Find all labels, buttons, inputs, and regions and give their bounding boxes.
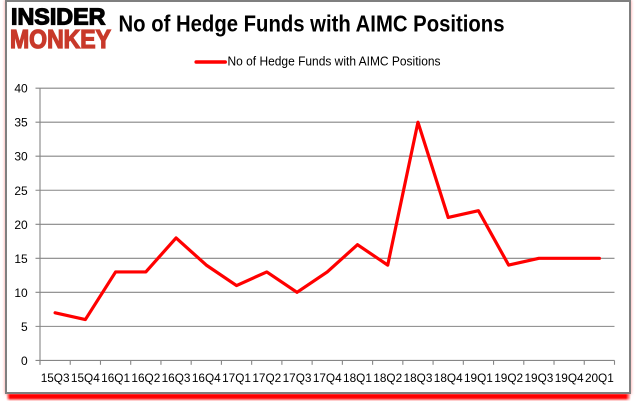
svg-text:16Q4: 16Q4 (192, 371, 221, 385)
svg-text:10: 10 (14, 286, 28, 300)
svg-text:18Q1: 18Q1 (343, 371, 372, 385)
svg-text:16Q3: 16Q3 (162, 371, 191, 385)
svg-text:18Q4: 18Q4 (434, 371, 463, 385)
svg-text:15: 15 (14, 252, 28, 266)
svg-text:15Q3: 15Q3 (41, 371, 70, 385)
svg-text:30: 30 (14, 150, 28, 164)
svg-text:20Q1: 20Q1 (585, 371, 614, 385)
svg-text:17Q1: 17Q1 (222, 371, 251, 385)
svg-text:No of Hedge Funds with AIMC Po: No of Hedge Funds with AIMC Positions (119, 11, 505, 37)
svg-text:35: 35 (14, 116, 28, 130)
svg-text:16Q1: 16Q1 (101, 371, 130, 385)
svg-text:20: 20 (14, 218, 28, 232)
svg-text:MONKEY: MONKEY (10, 26, 111, 54)
svg-text:5: 5 (21, 320, 28, 334)
svg-text:No of Hedge Funds with AIMC Po: No of Hedge Funds with AIMC Positions (228, 55, 441, 69)
svg-text:40: 40 (14, 82, 28, 96)
svg-text:25: 25 (14, 184, 28, 198)
svg-text:17Q3: 17Q3 (283, 371, 312, 385)
svg-text:19Q3: 19Q3 (524, 371, 553, 385)
svg-text:0: 0 (21, 354, 28, 368)
svg-text:19Q4: 19Q4 (555, 371, 584, 385)
svg-text:19Q1: 19Q1 (464, 371, 493, 385)
svg-text:16Q2: 16Q2 (131, 371, 160, 385)
svg-text:18Q3: 18Q3 (404, 371, 433, 385)
svg-text:INSIDER: INSIDER (11, 4, 106, 30)
svg-text:19Q2: 19Q2 (494, 371, 523, 385)
svg-text:17Q2: 17Q2 (252, 371, 281, 385)
svg-text:18Q2: 18Q2 (373, 371, 402, 385)
svg-text:15Q4: 15Q4 (71, 371, 100, 385)
svg-text:17Q4: 17Q4 (313, 371, 342, 385)
